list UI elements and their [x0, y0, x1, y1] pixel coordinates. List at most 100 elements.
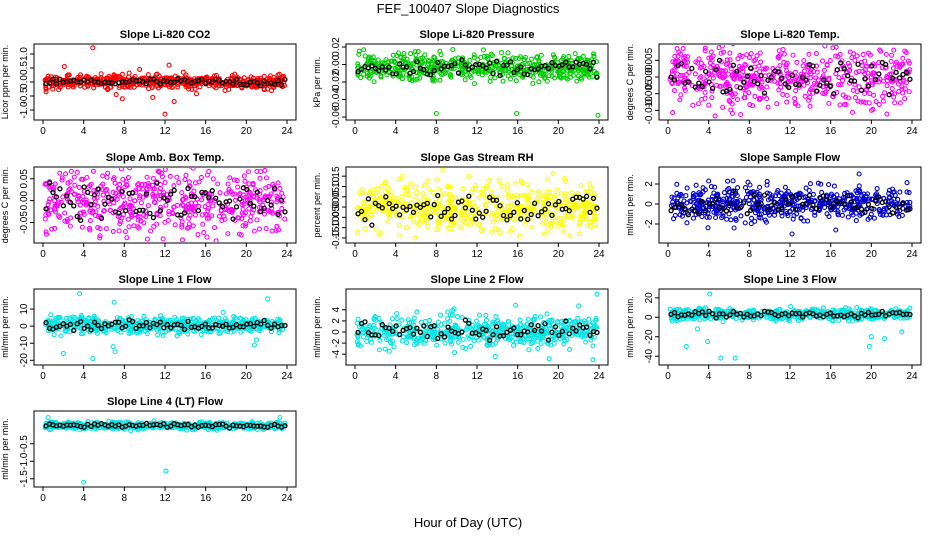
reference-point [452, 212, 458, 219]
panel-title: Slope Gas Stream RH [420, 152, 533, 164]
scatter-point [375, 186, 381, 192]
reference-point [278, 82, 285, 88]
scatter-point [451, 306, 457, 312]
scatter-point [539, 71, 545, 77]
reference-point [744, 73, 750, 79]
scatter-point [394, 315, 400, 322]
scatter-point [712, 184, 718, 190]
outlier-point [60, 350, 66, 357]
reference-point [438, 213, 444, 219]
y-axis-label: ml/min per min. [312, 296, 322, 358]
reference-point [900, 200, 906, 206]
panel-title: Slope Amb. Box Temp. [106, 152, 225, 164]
reference-point [265, 197, 271, 204]
y-tick-label: 0.005 [644, 47, 655, 72]
scatter-point [528, 341, 534, 347]
reference-point [813, 206, 820, 212]
scatter-point [473, 185, 479, 192]
reference-point [552, 324, 559, 330]
scatter-point [830, 45, 836, 51]
scatter-point [120, 84, 127, 90]
scatter-point [742, 185, 749, 191]
scatter-point [752, 218, 758, 224]
scatter-point [552, 55, 558, 61]
reference-point [230, 324, 236, 330]
reference-point [570, 325, 576, 331]
scatter-point [192, 86, 198, 92]
scatter-point [500, 78, 506, 84]
scatter-point [476, 221, 482, 227]
reference-point [369, 222, 375, 228]
scatter-point [84, 174, 90, 181]
reference-point [53, 194, 60, 200]
scatter-point [590, 343, 596, 349]
scatter-point [140, 194, 146, 200]
reference-point [810, 63, 816, 69]
scatter-point [257, 175, 263, 181]
reference-point [511, 69, 517, 76]
scatter-point [102, 187, 108, 193]
scatter-point [705, 225, 711, 231]
scatter-point [453, 195, 459, 201]
scatter-point [50, 86, 56, 92]
reference-point [678, 60, 685, 67]
scatter-point [470, 200, 476, 206]
scatter-point [376, 315, 382, 322]
x-tick-label: 8 [747, 371, 753, 382]
reference-point [772, 199, 778, 206]
scatter-point [574, 78, 580, 84]
scatter-point [254, 217, 260, 223]
scatter-point [469, 322, 476, 329]
reference-point [410, 331, 417, 337]
scatter-point [495, 227, 501, 233]
reference-point [230, 81, 236, 87]
reference-point [462, 62, 469, 68]
scatter-point [756, 212, 762, 218]
scatter-point [492, 75, 498, 81]
scatter-point [894, 201, 900, 207]
scatter-point [902, 48, 908, 54]
reference-point [428, 72, 434, 78]
scatter-point [779, 213, 785, 219]
scatter-point [540, 220, 546, 226]
scatter-point [51, 198, 58, 204]
scatter-point [536, 59, 542, 65]
scatter-point [59, 177, 65, 183]
y-tick-label: 0.05 [19, 169, 30, 189]
scatter-point [743, 62, 749, 68]
reference-point [244, 186, 250, 193]
scatter-point [449, 341, 455, 347]
reference-point [46, 180, 53, 186]
data-points [667, 45, 913, 119]
scatter-point [74, 169, 80, 175]
reference-point [386, 200, 392, 207]
scatter-point [153, 71, 159, 78]
y-tick-label: -1.0 [19, 101, 30, 119]
scatter-point [543, 216, 549, 222]
reference-point [730, 188, 737, 194]
scatter-point [204, 172, 210, 178]
scatter-point [510, 338, 516, 344]
scatter-point [232, 71, 238, 77]
reference-point [566, 331, 572, 337]
scatter-point [110, 189, 116, 195]
reference-point [824, 80, 830, 86]
scatter-point [783, 64, 789, 70]
scatter-point [765, 104, 771, 110]
data-points [354, 291, 600, 363]
scatter-point [565, 76, 571, 82]
reference-point [525, 71, 531, 78]
scatter-point [868, 74, 874, 80]
reference-point [154, 321, 160, 328]
reference-point [730, 62, 737, 68]
scatter-point [481, 69, 487, 75]
reference-point [518, 216, 524, 222]
scatter-point [522, 213, 528, 219]
scatter-point [545, 189, 551, 195]
scatter-point [72, 191, 78, 197]
reference-point [758, 201, 764, 207]
reference-point [403, 64, 410, 70]
reference-point [271, 81, 278, 87]
scatter-point [406, 73, 412, 79]
reference-point [407, 203, 413, 210]
